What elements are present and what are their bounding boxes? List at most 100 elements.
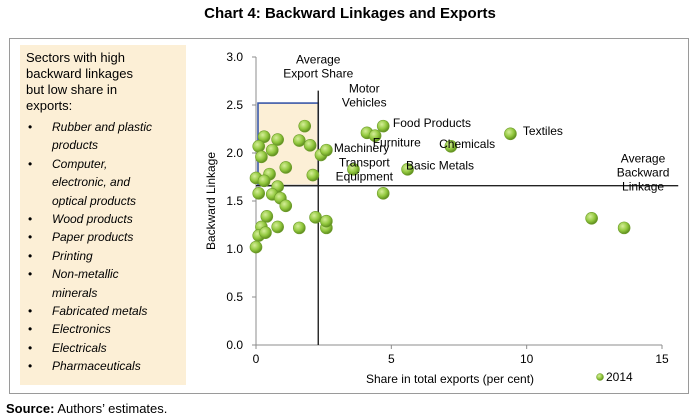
data-point <box>320 143 333 157</box>
data-point <box>293 221 306 235</box>
data-point <box>347 163 360 176</box>
annotation-line: Export Share <box>283 67 353 81</box>
note-heading-line: exports: <box>26 98 73 113</box>
annotation-label: Motor Vehicles <box>342 82 387 110</box>
sector-list-item-line: Non-metallic <box>52 267 119 282</box>
y-axis-label: Backward Linkage <box>204 152 218 250</box>
annotation-line: Vehicles <box>342 96 387 110</box>
sector-list-item-line: Wood products <box>52 212 133 227</box>
sector-list-item-line: minerals <box>52 285 98 300</box>
annotation-label: Furniture <box>373 135 421 149</box>
sector-list-item: • Pharmaceuticals <box>26 357 180 375</box>
annotation-line: Linkage <box>622 180 664 194</box>
data-point <box>265 143 279 157</box>
data-point <box>368 129 382 143</box>
bullet-icon: • <box>28 156 33 171</box>
annotation-line: Equipment <box>336 169 394 183</box>
y-tick-label: 0.0 <box>226 338 243 352</box>
y-tick-label: 2.5 <box>226 98 243 112</box>
data-point <box>309 211 322 224</box>
annotation-label: Average Export Share <box>283 53 353 81</box>
data-point <box>320 214 333 228</box>
annotation-line: Textiles <box>523 124 563 138</box>
sector-list-item: • Wood products <box>26 210 180 228</box>
annotation-label: Food Products <box>393 116 471 130</box>
data-point <box>306 168 320 182</box>
y-tick-label: 1.5 <box>226 194 243 208</box>
sector-list-item-line: Paper products <box>52 230 134 245</box>
sector-list-item: • Rubber and plastic products <box>26 118 180 155</box>
data-point <box>303 139 317 152</box>
y-tick-label: 2.0 <box>226 146 243 160</box>
sector-list-item-line: Fabricated metals <box>52 304 148 319</box>
data-point <box>444 139 458 153</box>
annotation-line: Basic Metals <box>406 158 474 172</box>
data-point <box>271 220 284 234</box>
bullet-icon: • <box>28 248 33 263</box>
data-point <box>293 134 306 147</box>
x-tick-label: 0 <box>253 352 260 366</box>
chart-frame <box>9 38 689 394</box>
x-tick-label: 15 <box>655 352 669 366</box>
x-tick-label: 5 <box>388 352 395 366</box>
bullet-icon: • <box>28 304 33 319</box>
annotation-label: Chemicals <box>439 137 495 151</box>
note-heading-line: but low share in <box>26 82 118 97</box>
sector-list-item: • Paper products <box>26 228 180 246</box>
note-heading-line: Sectors with high <box>26 50 125 65</box>
bullet-icon: • <box>28 230 33 245</box>
bullet-icon: • <box>28 120 33 134</box>
bullet-icon: • <box>28 267 33 282</box>
source-text: Authors’ estimates. <box>57 401 168 416</box>
data-point <box>617 221 631 235</box>
data-point <box>279 199 293 213</box>
sector-list-item-line: Computer, <box>52 156 108 171</box>
legend-label: 2014 <box>606 370 633 384</box>
annotation-line: Backward <box>617 166 670 180</box>
legend-marker <box>596 373 604 381</box>
annotation-label: Transport Equipment <box>336 155 394 183</box>
annotation-line: Average <box>296 53 341 67</box>
annotation-line: Average <box>621 152 666 166</box>
source-label: Source: <box>6 401 55 416</box>
data-point <box>376 119 390 133</box>
data-point <box>252 139 266 153</box>
data-point <box>271 133 284 146</box>
sector-list-item-line: electronic, and <box>52 175 131 190</box>
sector-list-item-line: Printing <box>52 248 93 263</box>
data-point <box>252 187 266 200</box>
sector-list-item-line: Pharmaceuticals <box>52 359 141 374</box>
x-tick-label: 10 <box>520 352 534 366</box>
annotation-label: Basic Metals <box>406 158 474 172</box>
data-point <box>259 226 272 239</box>
sector-list-item: • Electricals <box>26 339 180 357</box>
y-tick-label: 0.5 <box>226 290 243 304</box>
annotation-line: Motor <box>349 82 380 96</box>
sector-list-item-line: Electricals <box>52 340 107 355</box>
data-point <box>249 240 263 254</box>
sector-list-item: • Non-metallic minerals <box>26 265 180 302</box>
y-tick-label: 1.0 <box>226 242 243 256</box>
source-note: Source: Authors’ estimates. <box>6 401 167 416</box>
sector-list-item-line: optical products <box>52 193 137 208</box>
data-point <box>298 119 312 133</box>
data-point <box>401 163 414 176</box>
bullet-icon: • <box>28 359 33 374</box>
sector-list-item: • Fabricated metals <box>26 302 180 320</box>
annotation-label: Machinery <box>334 141 389 155</box>
sector-list-item-line: Electronics <box>52 322 111 337</box>
y-tick-label: 3.0 <box>226 50 243 64</box>
data-point <box>504 127 517 141</box>
x-axis-label: Share in total exports (per cent) <box>366 372 534 386</box>
data-point <box>260 210 274 223</box>
annotation-line: Machinery <box>334 141 389 155</box>
sector-list-item: • Computer, electronic, and optical product… <box>26 155 180 210</box>
sector-list-item-line: products <box>52 138 99 153</box>
annotation-line: Transport <box>339 155 391 169</box>
sector-list-item: • Printing <box>26 247 180 265</box>
data-point <box>257 174 271 188</box>
data-point <box>255 150 268 164</box>
annotation-label: Textiles <box>523 124 563 138</box>
annotation-line: Chemicals <box>439 137 495 151</box>
